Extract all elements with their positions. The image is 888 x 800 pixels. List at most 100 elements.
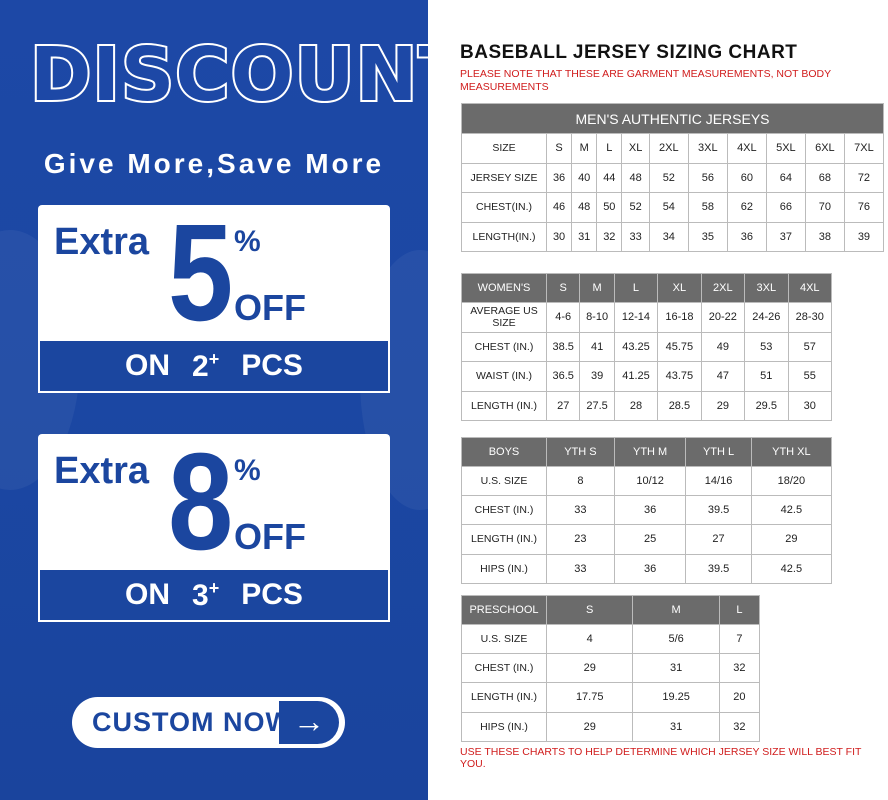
offer-amount: 5	[168, 196, 234, 350]
table-cell: 29	[700, 390, 746, 421]
table-header-cell: YTH S	[546, 437, 615, 467]
table-cell: 33	[621, 221, 650, 252]
table-cell: 4	[545, 623, 634, 655]
table-cell: 37	[765, 221, 806, 252]
table-cell: 56	[687, 162, 728, 193]
offer-condition: ON 3+ PCS	[38, 570, 390, 622]
table-header-cell: XL	[657, 273, 702, 303]
table-cell: 38	[804, 221, 845, 252]
table-cell: U.S. SIZE	[461, 465, 547, 497]
table-header-cell: L	[613, 273, 659, 303]
table-cell: AVERAGE US SIZE	[461, 302, 547, 333]
table-cell: 30	[787, 390, 832, 421]
table-cell: CHEST (IN.)	[461, 495, 547, 526]
mens-size-table: MEN'S AUTHENTIC JERSEYS SIZE S M L XL 2XL 3XL 4X…	[461, 103, 885, 252]
table-row: CHEST (IN.) 33 36 39.5 42.5	[461, 495, 833, 526]
table-cell: 43.25	[613, 331, 659, 362]
table-cell: 17.75	[545, 682, 634, 713]
table-cell: 28.5	[657, 390, 702, 421]
table-cell: 62	[726, 192, 767, 223]
table-cell: 5XL	[765, 133, 806, 164]
table-cell: 32	[718, 711, 761, 742]
table-header-cell: YTH XL	[750, 437, 833, 467]
table-row: LENGTH (IN.) 27 27.5 28 28.5 29 29.5 30	[461, 390, 832, 421]
table-cell: 44	[596, 162, 623, 193]
offer-extra: Extra	[54, 450, 150, 492]
table-cell: 50	[596, 192, 623, 223]
table-cell: LENGTH(IN.)	[461, 221, 547, 252]
table-row: U.S. SIZE 4 5/6 7	[461, 623, 761, 655]
table-cell: 14/16	[685, 465, 752, 497]
table-cell: 41	[579, 331, 615, 362]
table-cell: L	[596, 133, 623, 164]
promo-panel: DISCOUNT Give More,Save More Extra 5 % O…	[0, 0, 428, 800]
table-row: LENGTH (IN.) 17.75 19.25 20	[461, 682, 761, 713]
table-cell: 36.5	[545, 361, 581, 392]
table-cell: 57	[787, 331, 832, 362]
table-row: SIZE S M L XL 2XL 3XL 4XL 5XL 6XL 7XL	[461, 133, 885, 164]
table-cell: 30	[545, 221, 573, 252]
table-cell: 66	[765, 192, 806, 223]
table-cell: 3XL	[687, 133, 728, 164]
table-cell: 29.5	[744, 390, 789, 421]
custom-now-button[interactable]: CUSTOM NOW →	[72, 697, 345, 748]
table-cell: 35	[687, 221, 728, 252]
table-cell: WAIST (IN.)	[461, 361, 547, 392]
table-cell: 36	[545, 162, 573, 193]
table-header-cell: WOMEN'S	[461, 273, 547, 303]
table-cell: 20-22	[700, 302, 746, 333]
table-header-cell: 3XL	[744, 273, 789, 303]
table-cell: 45.75	[657, 331, 702, 362]
table-row: JERSEY SIZE 36 40 44 48 52 56 60 64 68 72	[461, 162, 885, 193]
table-cell: 16-18	[657, 302, 702, 333]
table-cell: 39.5	[685, 553, 752, 584]
table-cell: 34	[648, 221, 689, 252]
table-cell: 25	[613, 524, 687, 555]
offer-qty-number: 3	[192, 578, 209, 612]
table-cell: JERSEY SIZE	[461, 162, 547, 193]
table-cell: 31	[571, 221, 598, 252]
offer-amount: 8	[168, 425, 234, 579]
table-cell: 38.5	[545, 331, 581, 362]
table-cell: 18/20	[750, 465, 833, 497]
custom-now-label: CUSTOM NOW	[92, 707, 292, 737]
table-cell: 41.25	[613, 361, 659, 392]
table-row: LENGTH (IN.) 23 25 27 29	[461, 524, 833, 555]
table-cell: 28	[613, 390, 659, 421]
table-cell: 33	[546, 553, 615, 584]
table-cell: 47	[700, 361, 746, 392]
offer-card-body	[38, 205, 390, 341]
table-title: MEN'S AUTHENTIC JERSEYS	[461, 103, 884, 134]
table-cell: 32	[596, 221, 623, 252]
offer-off: OFF	[234, 516, 306, 557]
offer-card-8: Extra 8 % OFF ON 3+ PCS	[38, 425, 390, 622]
table-cell: 43.75	[657, 361, 702, 392]
offer-pcs: PCS	[241, 349, 303, 382]
table-row: CHEST (IN.) 38.5 41 43.25 45.75 49 53 57	[461, 331, 832, 362]
table-cell: 24-26	[744, 302, 789, 333]
offer-card-body	[38, 434, 390, 570]
table-cell: 53	[744, 331, 789, 362]
table-cell: 10/12	[613, 465, 687, 497]
table-cell: 29	[545, 653, 634, 684]
table-header-cell: YTH L	[685, 437, 752, 467]
table-cell: CHEST(IN.)	[461, 192, 547, 223]
table-cell: 55	[787, 361, 832, 392]
table-cell: S	[545, 133, 573, 164]
table-header-cell: M	[632, 595, 720, 625]
table-row: AVERAGE US SIZE 4-6 8-10 12-14 16-18 20-22 24-…	[461, 302, 832, 333]
offer-pcs: PCS	[241, 578, 303, 611]
table-cell: 39.5	[685, 495, 752, 526]
table-header-cell: S	[545, 273, 581, 303]
sizing-chart-title: BASEBALL JERSEY SIZING CHART	[460, 42, 798, 63]
offer-off: OFF	[234, 287, 306, 328]
table-cell: 42.5	[750, 553, 833, 584]
table-header-cell: 4XL	[787, 273, 832, 303]
offer-qty-plus: +	[208, 577, 220, 598]
table-cell: CHEST (IN.)	[461, 331, 547, 362]
table-cell: 31	[632, 653, 720, 684]
table-cell: LENGTH (IN.)	[461, 390, 547, 421]
table-row: CHEST (IN.) 29 31 32	[461, 653, 761, 684]
table-cell: 27	[685, 524, 752, 555]
table-cell: 20	[718, 682, 761, 713]
